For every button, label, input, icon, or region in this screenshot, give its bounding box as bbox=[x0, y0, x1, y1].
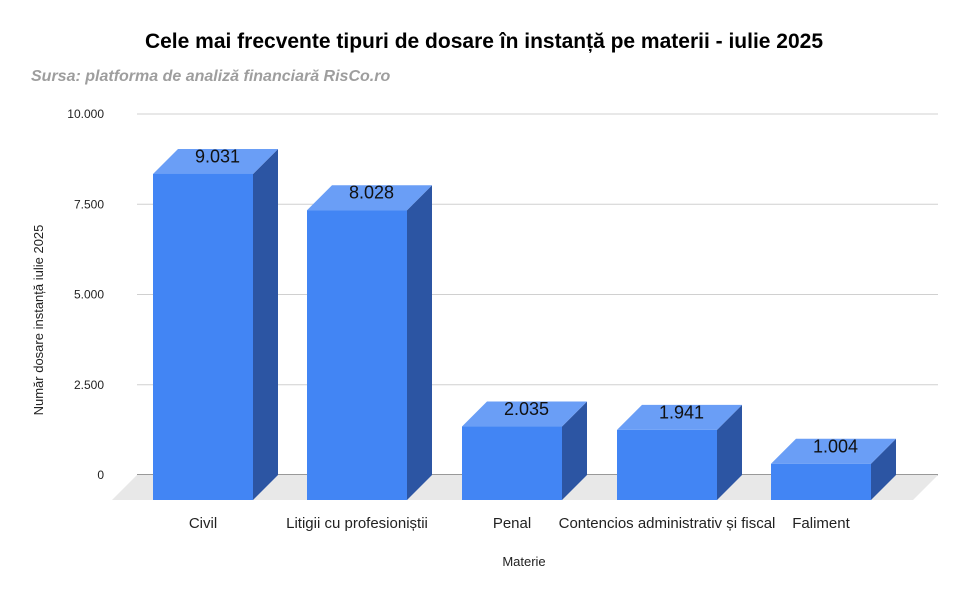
bar-side bbox=[871, 438, 896, 500]
y-axis-title: Număr dosare instanță iulie 2025 bbox=[31, 225, 46, 416]
data-label: 9.031 bbox=[195, 146, 240, 166]
y-tick-label: 5.000 bbox=[74, 288, 104, 302]
y-tick-label: 7.500 bbox=[74, 197, 104, 211]
bar bbox=[771, 463, 871, 500]
bar-side bbox=[562, 401, 587, 500]
x-axis-title: Materie bbox=[502, 554, 545, 569]
bars bbox=[153, 148, 896, 500]
bar-top bbox=[307, 185, 432, 211]
x-tick-label: Litigii cu profesioniștii bbox=[286, 515, 428, 532]
bar bbox=[153, 173, 253, 500]
labels: 0 2.500 5.000 7.500 10.000 9.031 Civil 8.028 Lit… bbox=[67, 107, 858, 532]
bar bbox=[462, 426, 562, 500]
y-tick-label: 0 bbox=[97, 468, 104, 482]
data-label: 1.004 bbox=[813, 436, 858, 456]
bar-top bbox=[462, 401, 587, 427]
bar bbox=[617, 429, 717, 500]
bar-side bbox=[253, 148, 278, 500]
y-tick-label: 2.500 bbox=[74, 378, 104, 392]
data-label: 1.941 bbox=[659, 402, 704, 422]
y-tick-label: 10.000 bbox=[67, 107, 104, 121]
bar-top bbox=[153, 148, 278, 174]
chart-title: Cele mai frecvente tipuri de dosare în i… bbox=[144, 30, 824, 53]
data-label: 2.035 bbox=[504, 399, 549, 419]
bar-side bbox=[717, 404, 742, 500]
x-tick-label: Civil bbox=[189, 515, 217, 532]
x-tick-label: Faliment bbox=[792, 515, 850, 532]
bar bbox=[307, 210, 407, 500]
chart-subtitle: Sursa: platforma de analiză financiară R… bbox=[31, 68, 391, 85]
x-tick-label: Contencios administrativ și fiscal bbox=[559, 515, 776, 532]
x-tick-label: Penal bbox=[493, 515, 531, 532]
bar-side bbox=[407, 185, 432, 500]
bar-top bbox=[617, 404, 742, 430]
data-label: 8.028 bbox=[349, 183, 394, 203]
bar-top bbox=[771, 438, 896, 464]
